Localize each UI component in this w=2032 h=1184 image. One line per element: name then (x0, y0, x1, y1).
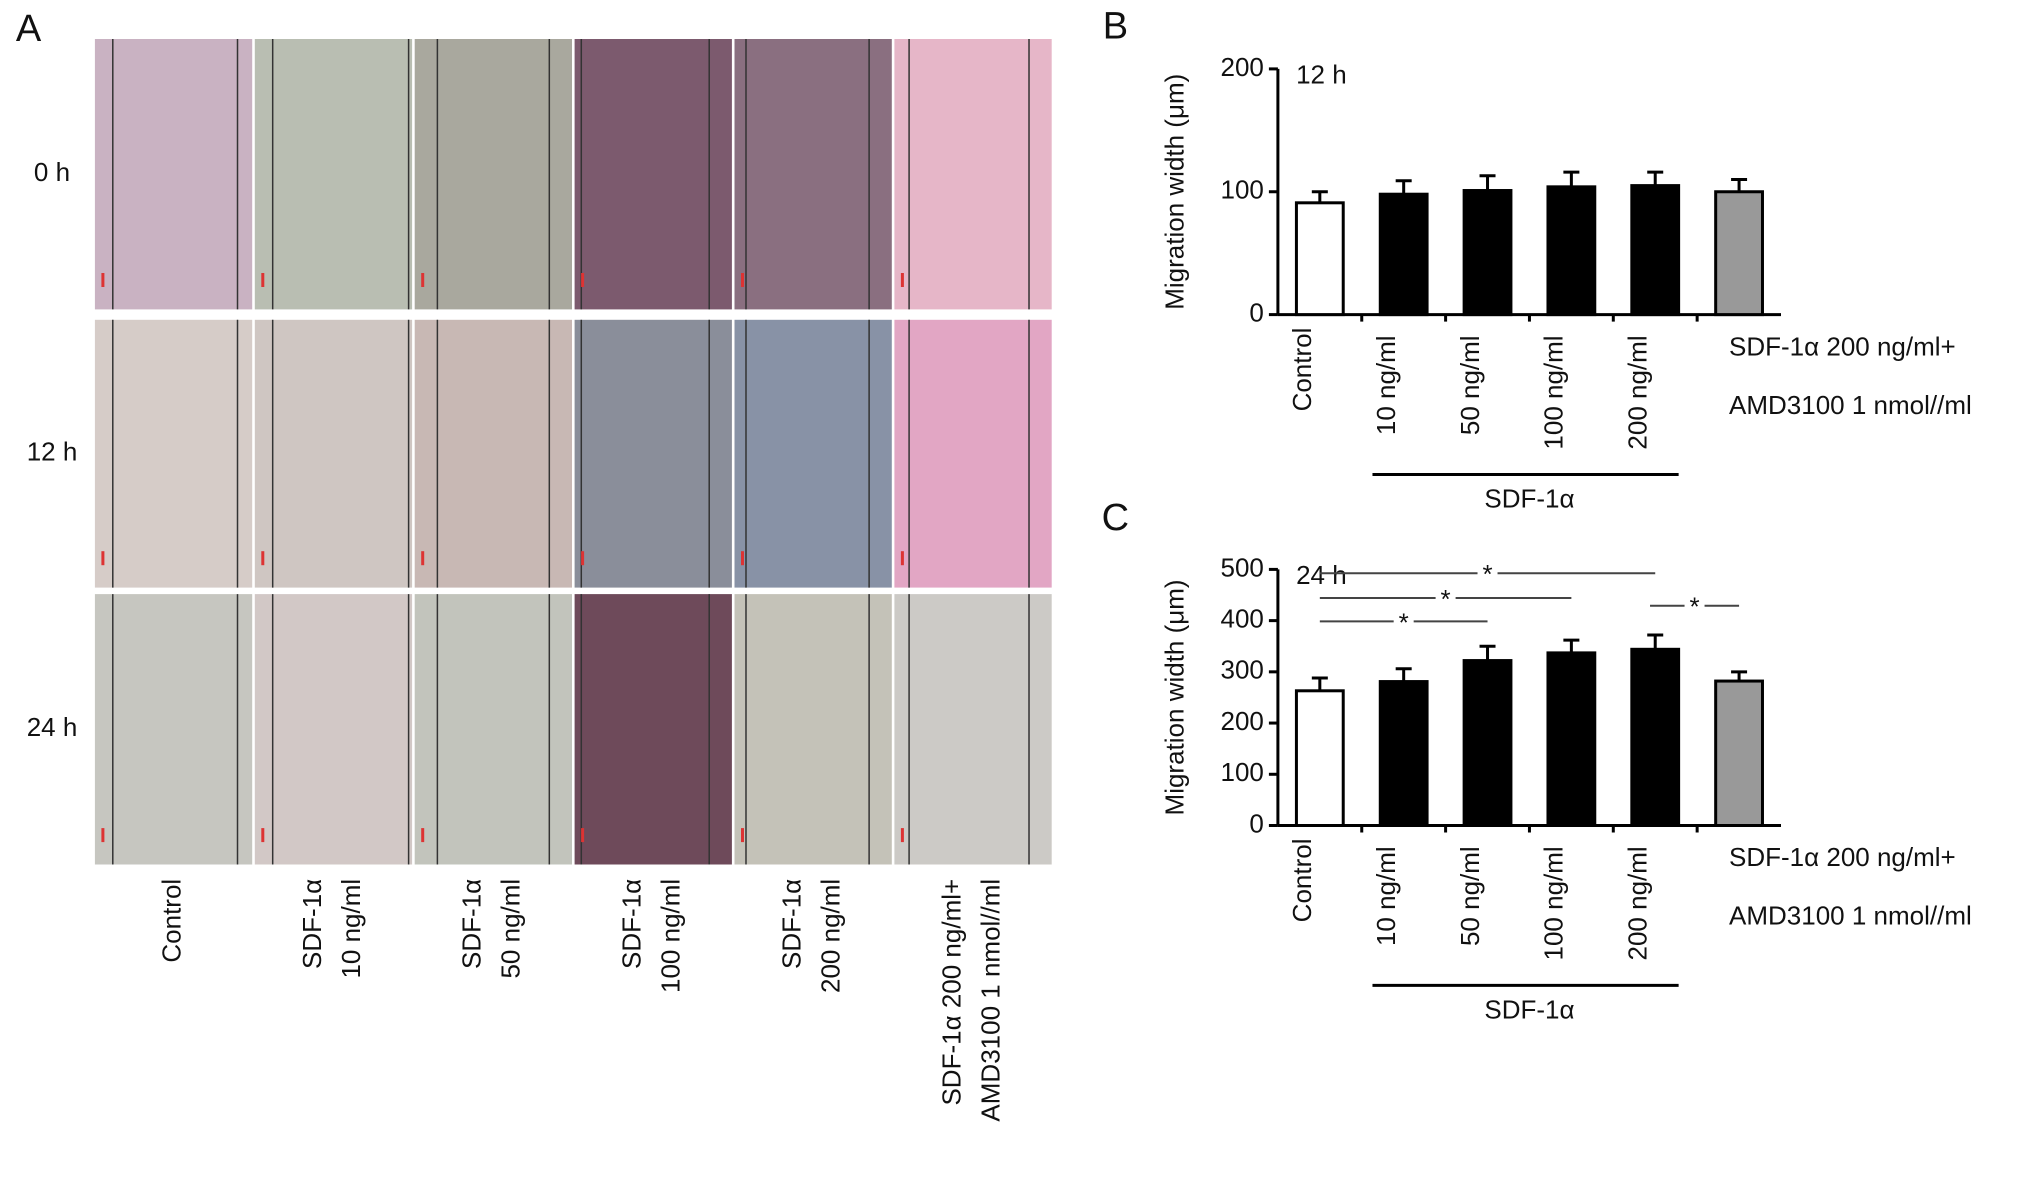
micrograph (574, 594, 732, 865)
group-label: SDF-1α (1484, 483, 1574, 513)
micrograph (734, 39, 892, 310)
scale-bar (261, 828, 265, 843)
micrograph (254, 39, 413, 310)
micrograph (574, 39, 732, 310)
micrograph (94, 319, 253, 588)
scale-bar (581, 828, 585, 843)
column-label: 10 ng/ml (336, 879, 366, 979)
scale-bar (900, 551, 904, 566)
bar (1714, 679, 1764, 827)
annotation: 24 h (1296, 560, 1347, 590)
scale-bar (581, 551, 585, 566)
bar (1546, 651, 1597, 828)
x-tick-label: 200 ng/ml (1623, 846, 1653, 960)
micrograph (94, 594, 253, 865)
significance-label: * (1689, 592, 1699, 622)
micrograph (894, 39, 1052, 310)
column-label: SDF-1α (617, 879, 647, 969)
row-label: 24 h (27, 712, 78, 742)
y-tick-label: 100 (1221, 175, 1264, 205)
bar (1294, 689, 1345, 827)
micrograph (734, 594, 892, 865)
column-label: SDF-1α (457, 879, 487, 969)
bar (1378, 192, 1429, 317)
x-tick-label: SDF-1α 200 ng/ml+ (1729, 842, 1956, 872)
scale-bar (261, 551, 265, 566)
scale-bar (741, 828, 744, 843)
bar (1630, 184, 1681, 317)
y-tick-label: 0 (1249, 808, 1263, 838)
scale-bar (900, 828, 904, 843)
bar (1546, 185, 1597, 317)
scale-bar (421, 551, 425, 566)
scale-bar (101, 551, 105, 566)
x-tick-label: 100 ng/ml (1539, 846, 1569, 960)
micrograph (414, 39, 572, 310)
x-tick-label: 10 ng/ml (1371, 335, 1401, 435)
x-tick-label: Control (1287, 328, 1317, 412)
scale-bar (101, 273, 105, 287)
column-label: 50 ng/ml (496, 879, 526, 979)
scale-bar (581, 273, 585, 287)
panel-label: C (1102, 497, 1129, 539)
scale-bar (101, 828, 105, 843)
panel-label: A (16, 8, 42, 50)
micrograph (94, 39, 253, 310)
bar (1378, 680, 1429, 827)
x-tick-label: 200 ng/ml (1623, 335, 1653, 449)
y-tick-label: 0 (1249, 297, 1263, 327)
x-tick-label: SDF-1α 200 ng/ml+ (1729, 331, 1956, 361)
micrograph (414, 319, 572, 588)
y-tick-label: 200 (1221, 52, 1264, 82)
column-label: SDF-1α 200 ng/ml+ (936, 879, 966, 1106)
x-tick-label: 50 ng/ml (1455, 846, 1485, 946)
column-label: 200 ng/ml (816, 879, 846, 993)
row-label: 0 h (34, 157, 70, 187)
scale-bar (741, 273, 744, 287)
scale-bar (741, 551, 744, 566)
annotation: 12 h (1296, 60, 1347, 90)
bar (1462, 659, 1513, 827)
x-tick-label: 10 ng/ml (1371, 846, 1401, 946)
micrograph (254, 594, 413, 865)
column-label: Control (156, 879, 186, 963)
column-label: 100 ng/ml (656, 879, 686, 993)
x-tick-label: Control (1287, 839, 1317, 923)
x-tick-label: AMD3100 1 nmol//ml (1729, 390, 1972, 420)
column-label: AMD3100 1 nmol//ml (975, 879, 1005, 1122)
bar (1714, 190, 1764, 317)
bar (1630, 647, 1681, 828)
micrograph (574, 319, 732, 588)
y-tick-label: 300 (1221, 655, 1264, 685)
y-tick-label: 100 (1221, 757, 1264, 787)
group-label: SDF-1α (1484, 994, 1574, 1024)
significance-label: * (1399, 607, 1409, 637)
y-axis-label: Migration width (μm) (1159, 579, 1189, 815)
bar (1462, 189, 1513, 317)
scale-bar (421, 828, 425, 843)
significance-label: * (1482, 559, 1492, 589)
scale-bar (421, 273, 425, 287)
y-tick-label: 200 (1221, 706, 1264, 736)
y-axis-label: Migration width (μm) (1159, 74, 1189, 310)
x-tick-label: AMD3100 1 nmol//ml (1729, 901, 1972, 931)
y-tick-label: 400 (1221, 603, 1264, 633)
y-tick-label: 500 (1221, 552, 1264, 582)
bar (1294, 201, 1345, 317)
column-label: SDF-1α (297, 879, 327, 969)
micrograph (254, 319, 413, 588)
panel-label: B (1103, 6, 1128, 48)
scale-bar (261, 273, 265, 287)
micrograph (894, 594, 1052, 865)
column-label: SDF-1α (777, 879, 807, 969)
significance-label: * (1441, 584, 1451, 614)
micrograph (414, 594, 572, 865)
row-label: 12 h (27, 437, 78, 467)
x-tick-label: 100 ng/ml (1539, 335, 1569, 449)
micrograph (734, 319, 892, 588)
x-tick-label: 50 ng/ml (1455, 335, 1485, 435)
scale-bar (900, 273, 904, 287)
micrograph (894, 319, 1052, 588)
